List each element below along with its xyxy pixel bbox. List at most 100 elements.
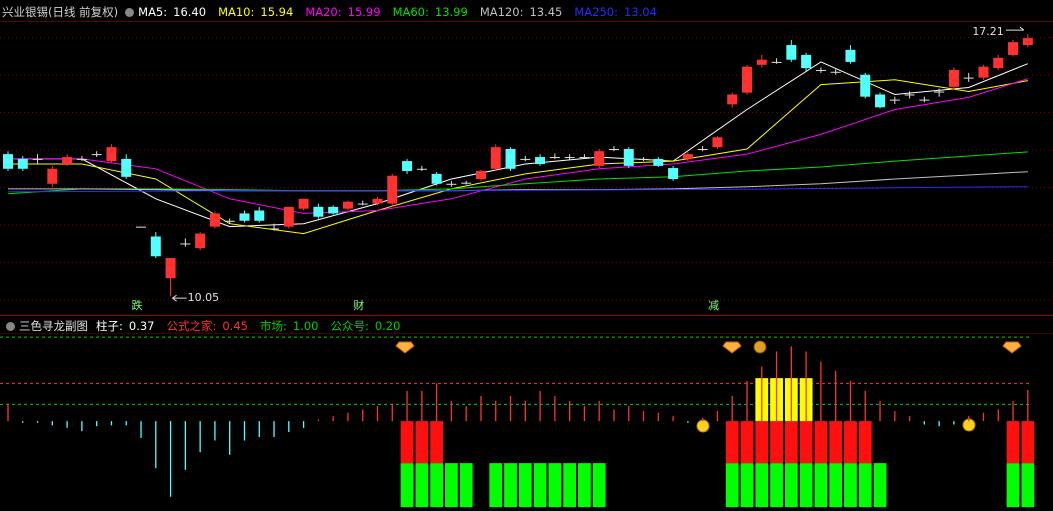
legend-entry: 公众号0.20 bbox=[330, 318, 403, 334]
low-arrow bbox=[171, 294, 187, 302]
candle-body bbox=[475, 170, 486, 180]
diamond-icon bbox=[1002, 341, 1022, 354]
green-block bbox=[563, 463, 577, 508]
candle-body bbox=[756, 59, 767, 65]
legend-value: 1.00 bbox=[292, 319, 319, 333]
legend-value: 13.45 bbox=[529, 5, 563, 19]
candle-body bbox=[520, 158, 531, 160]
candle-body bbox=[801, 54, 812, 69]
diamond-icon bbox=[395, 341, 415, 354]
candle-body bbox=[963, 77, 974, 79]
candle-body bbox=[136, 226, 147, 228]
red-block bbox=[400, 421, 414, 464]
legend-name: 公众号 bbox=[330, 319, 371, 333]
candle-body bbox=[121, 158, 132, 177]
high-arrow bbox=[1005, 26, 1025, 31]
candle-body bbox=[771, 61, 782, 63]
candle-body bbox=[904, 94, 915, 96]
candle-body bbox=[712, 137, 723, 148]
candle-body bbox=[727, 94, 738, 105]
candle-body bbox=[638, 158, 649, 160]
green-block bbox=[548, 463, 562, 508]
smiley-icon bbox=[696, 419, 710, 433]
candle-body bbox=[446, 183, 457, 185]
legend-name: MA10 bbox=[218, 5, 257, 19]
green-block bbox=[858, 463, 872, 508]
candle-body bbox=[165, 258, 176, 279]
candle-body bbox=[76, 158, 87, 160]
legend-entry: 柱子0.37 bbox=[96, 318, 157, 334]
green-block bbox=[770, 463, 783, 508]
candle-body bbox=[91, 154, 102, 156]
legend-entry: MA1015.94 bbox=[218, 5, 296, 19]
green-block bbox=[799, 463, 813, 508]
x-label: 跌 bbox=[132, 298, 143, 312]
legend-entry: 公式之家0.45 bbox=[166, 318, 250, 334]
legend-entry: MA6013.99 bbox=[393, 5, 471, 19]
candle-body bbox=[195, 233, 206, 249]
green-block bbox=[740, 463, 754, 508]
candle-body bbox=[62, 157, 73, 165]
candle-body bbox=[889, 99, 900, 101]
legend-name: MA5 bbox=[138, 5, 170, 19]
red-block bbox=[755, 421, 769, 464]
legend-entry: MA12013.45 bbox=[480, 5, 566, 19]
green-block bbox=[459, 463, 473, 508]
green-block bbox=[725, 463, 739, 508]
legend-name: MA60 bbox=[393, 5, 432, 19]
red-block bbox=[415, 421, 429, 464]
legend-value: 0.20 bbox=[374, 319, 401, 333]
green-block bbox=[489, 463, 503, 508]
candle-body bbox=[535, 157, 546, 165]
candle-body bbox=[342, 201, 353, 209]
legend-name: MA20 bbox=[305, 5, 344, 19]
green-block bbox=[814, 463, 828, 508]
candle-body bbox=[32, 158, 43, 160]
green-block bbox=[1006, 463, 1020, 508]
red-block bbox=[740, 421, 754, 464]
green-block bbox=[1021, 463, 1035, 508]
legend-value: 13.99 bbox=[434, 5, 468, 19]
green-block bbox=[873, 463, 887, 508]
red-block bbox=[430, 421, 444, 464]
candle-body bbox=[934, 91, 945, 93]
indicator-title: 三色寻龙副图 bbox=[19, 319, 88, 333]
money-bag-icon bbox=[753, 340, 767, 354]
legend-name: MA250 bbox=[574, 5, 621, 19]
candle-body bbox=[3, 154, 13, 169]
legend-entry: MA25013.04 bbox=[574, 5, 660, 19]
green-block bbox=[400, 463, 414, 508]
ma-line bbox=[7, 151, 1028, 195]
candle-body bbox=[180, 243, 191, 245]
legend-name: 公式之家 bbox=[166, 319, 219, 333]
legend-name: 柱子 bbox=[96, 319, 126, 333]
candle-body bbox=[668, 168, 679, 180]
candle-body bbox=[993, 57, 1004, 69]
red-block bbox=[844, 421, 857, 464]
candle-body bbox=[697, 149, 708, 151]
candle-body bbox=[978, 66, 989, 78]
candle-body bbox=[224, 220, 235, 222]
green-block bbox=[415, 463, 429, 508]
candle-body bbox=[623, 149, 634, 166]
red-block bbox=[799, 421, 813, 464]
red-block bbox=[1006, 421, 1020, 464]
legend-entry: MA516.40 bbox=[138, 5, 209, 19]
candle-body bbox=[742, 66, 752, 93]
candle-body bbox=[47, 168, 58, 184]
red-block bbox=[1021, 421, 1035, 464]
legend-value: 0.37 bbox=[128, 319, 155, 333]
candle-body bbox=[416, 168, 427, 170]
candle-body bbox=[254, 210, 265, 221]
candle-body bbox=[150, 236, 161, 257]
red-block bbox=[829, 421, 843, 464]
candle-body bbox=[106, 147, 117, 162]
green-block bbox=[430, 463, 444, 508]
red-block bbox=[770, 421, 783, 464]
stock-title: 兴业银锡(日线 前复权) bbox=[2, 5, 119, 19]
red-block bbox=[784, 421, 798, 464]
candle-body bbox=[313, 206, 324, 217]
candle-body bbox=[579, 157, 590, 159]
candle-body bbox=[875, 94, 886, 108]
